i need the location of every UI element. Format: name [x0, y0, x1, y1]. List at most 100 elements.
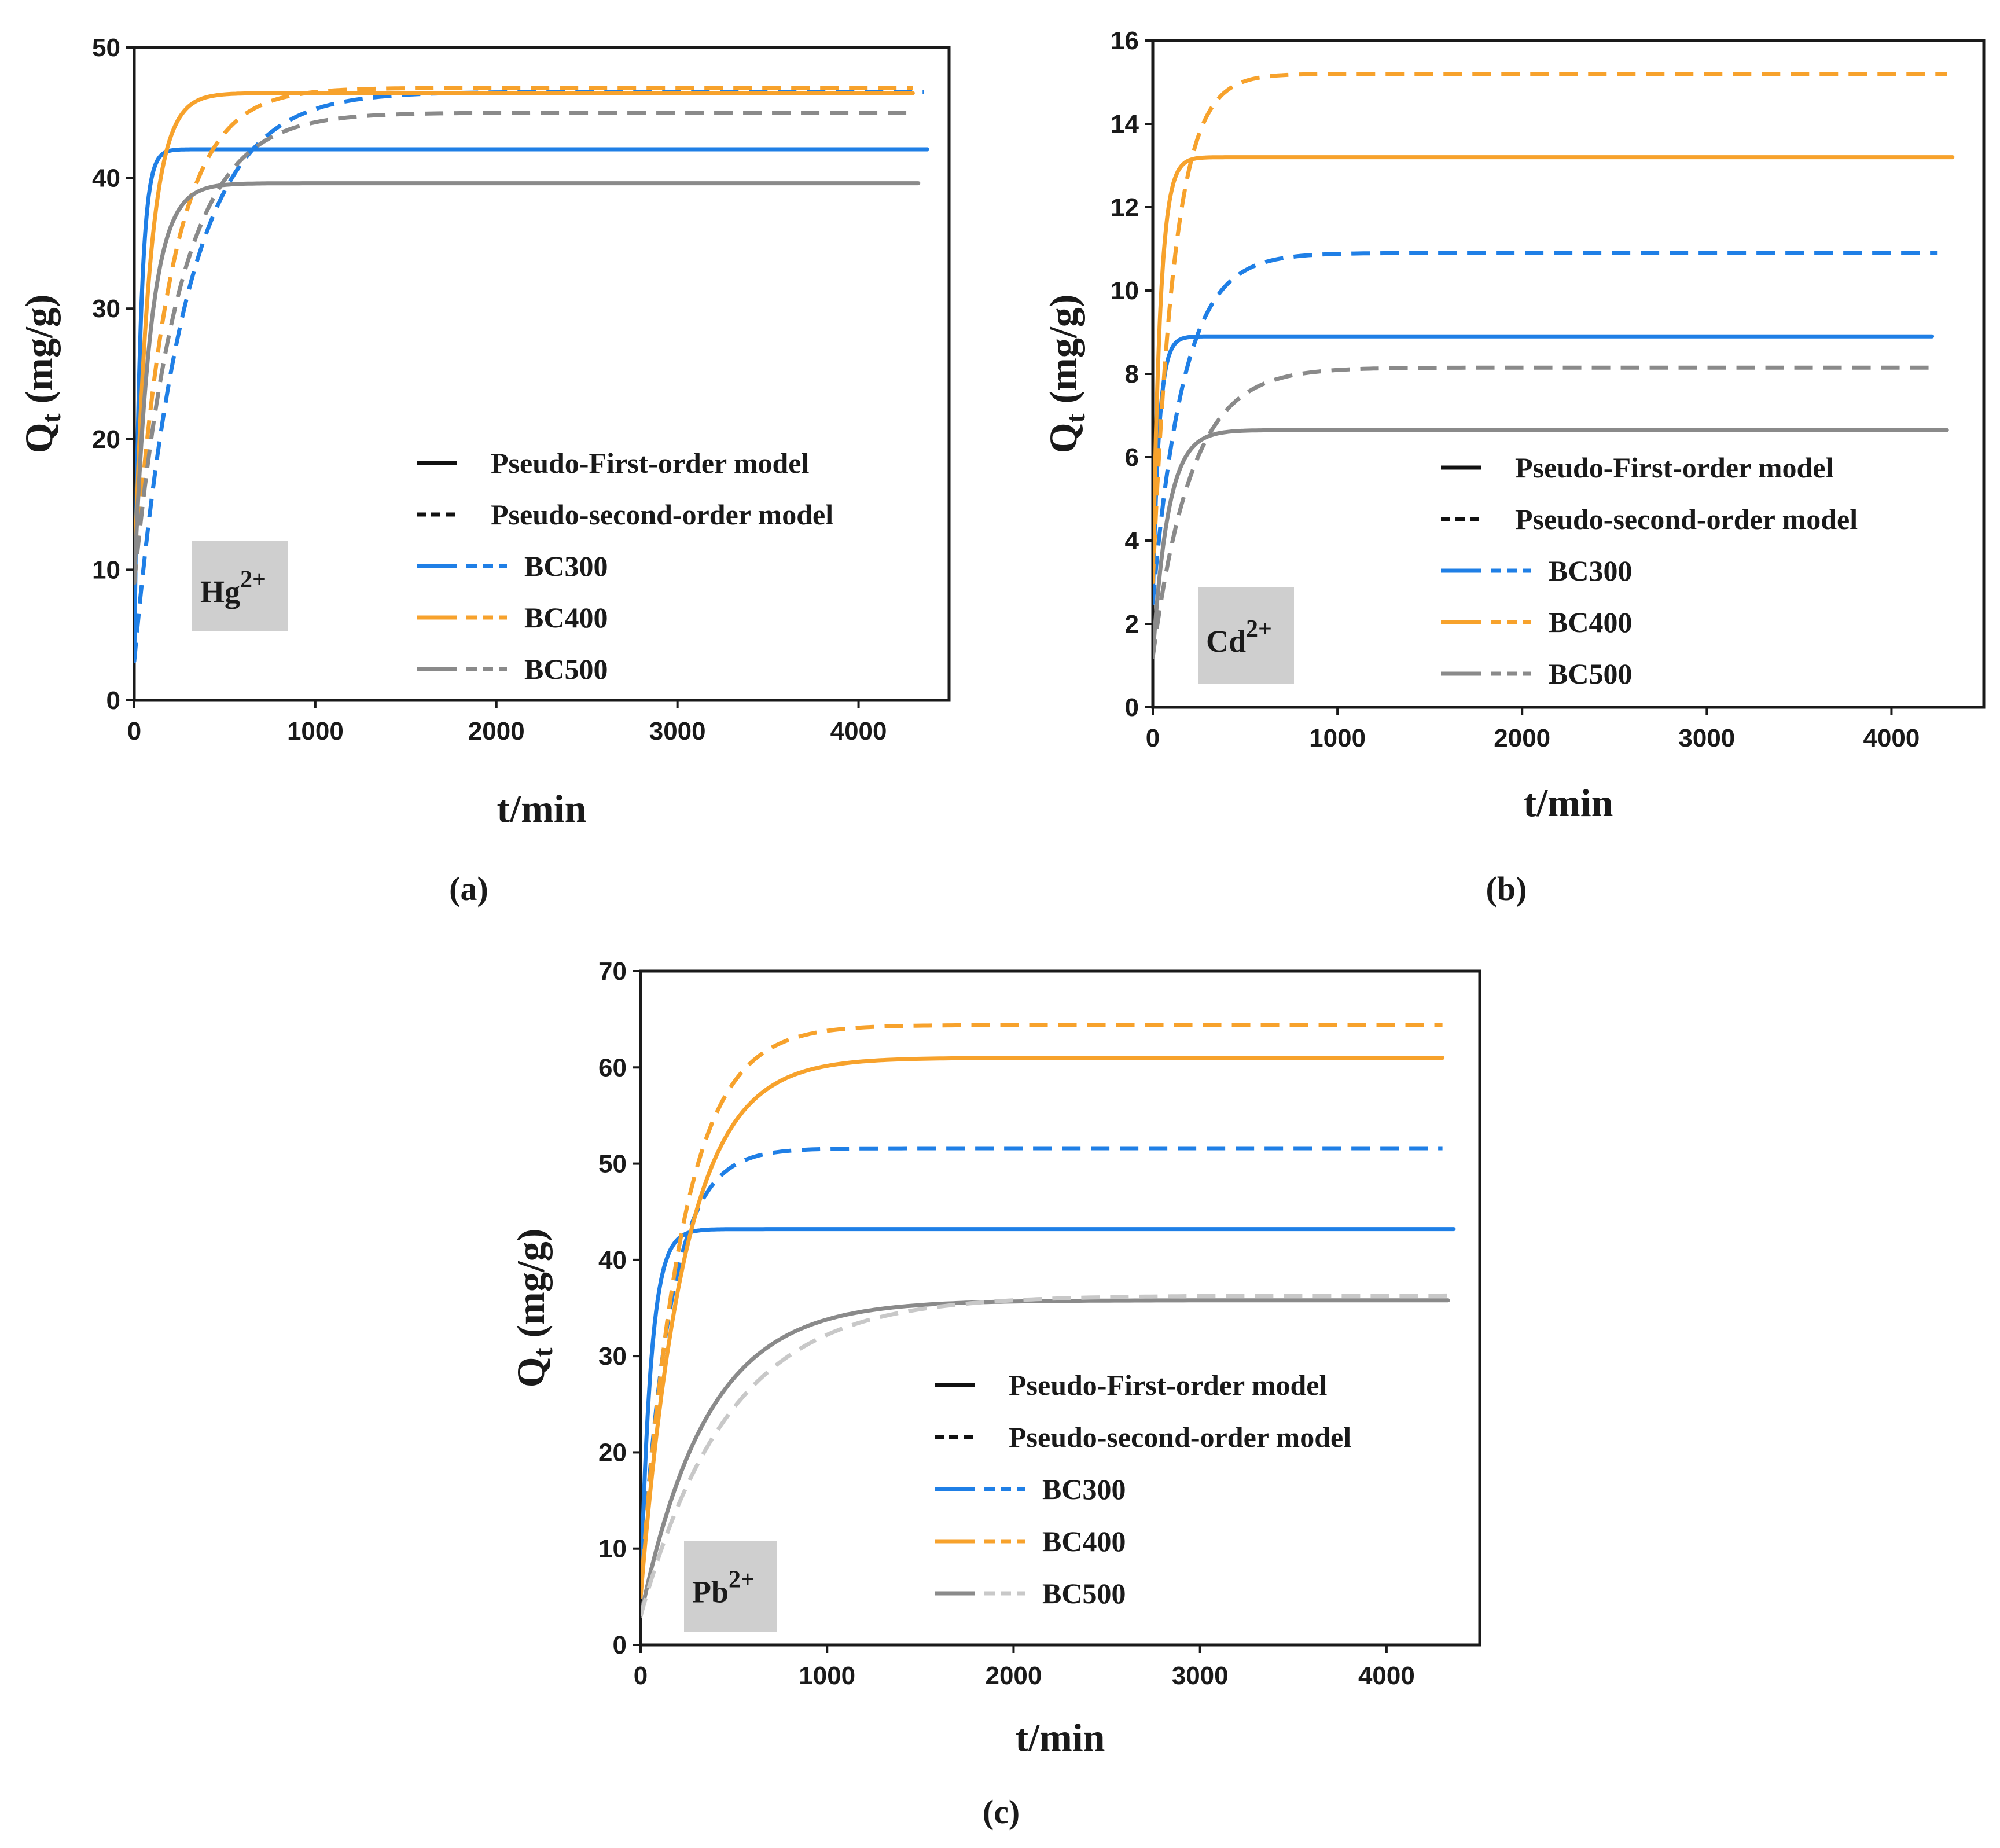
- x-tick-label: 2000: [468, 717, 525, 745]
- legend-label: BC500: [1549, 657, 1632, 690]
- chart-panel-a: 0 10 20 30 40 50 0 1000 2000 3000 4000 t/min Qt (mg/…: [17, 34, 951, 908]
- ion-label: Cd2+: [1198, 587, 1294, 684]
- y-tick-label: 0: [106, 686, 120, 715]
- legend-label: Pseudo-First-order model: [1009, 1369, 1327, 1401]
- legend-label: BC300: [1042, 1473, 1126, 1505]
- y-tick-label: 2: [1125, 610, 1139, 638]
- y-tick-label: 0: [613, 1631, 627, 1659]
- ion-label-box: [684, 1541, 777, 1632]
- legend-label: BC300: [1549, 554, 1632, 587]
- series-group: [134, 86, 929, 663]
- legend-label: BC400: [1042, 1525, 1126, 1557]
- y-tick-label: 70: [598, 957, 627, 986]
- series-line-bc300-pso: [1153, 251, 1938, 605]
- x-tick-label: 4000: [1358, 1662, 1415, 1690]
- y-axis-label: Qt (mg/g): [1041, 295, 1091, 454]
- y-tick-label: 14: [1111, 110, 1139, 138]
- series-line-bc400-pso: [641, 1023, 1443, 1599]
- x-tick-label: 2000: [1494, 724, 1550, 752]
- legend-item: BC400: [417, 601, 608, 634]
- legend-item: BC400: [935, 1525, 1126, 1557]
- y-tick-label: 4: [1125, 527, 1139, 555]
- series-line-bc400-pso: [1153, 72, 1947, 585]
- ion-label-text: Hg2+: [200, 567, 266, 609]
- series-line-bc300-pfo: [641, 1227, 1456, 1599]
- legend-label: BC300: [524, 550, 608, 582]
- panel-caption: (b): [1486, 870, 1527, 908]
- series-line-bc500-pso: [641, 1293, 1448, 1618]
- plot-frame: [639, 969, 1481, 1647]
- legend-item: BC500: [417, 653, 608, 685]
- x-tick-label: 1000: [287, 717, 344, 745]
- y-tick-label: 8: [1125, 360, 1139, 388]
- x-axis-label: t/min: [1016, 1715, 1105, 1759]
- x-tick-label: 3000: [649, 717, 706, 745]
- y-tick-label: 6: [1125, 443, 1139, 472]
- y-axis-label: Qt (mg/g): [509, 1229, 558, 1388]
- x-tick-label: 3000: [1172, 1662, 1229, 1690]
- legend-label: Pseudo-First-order model: [491, 447, 809, 479]
- legend-item: BC400: [1441, 606, 1632, 638]
- x-tick-label: 3000: [1678, 724, 1735, 752]
- series-line-bc400-pfo: [1153, 155, 1955, 585]
- legend-item: BC300: [417, 550, 608, 582]
- y-axis-label: Qt (mg/g): [17, 295, 67, 454]
- x-axis-label: t/min: [497, 787, 587, 831]
- legend: Pseudo-First-order model Pseudo-second-or…: [417, 447, 833, 685]
- x-tick-label: 4000: [1863, 724, 1920, 752]
- ion-label: Hg2+: [192, 541, 288, 631]
- series-line-bc500-pfo: [641, 1298, 1450, 1618]
- series-line-bc300-pfo: [134, 147, 929, 663]
- legend-item: Pseudo-First-order model: [417, 447, 809, 479]
- y-tick-label: 10: [92, 556, 120, 584]
- legend-label: BC500: [524, 653, 608, 685]
- y-tick-label: 60: [598, 1053, 627, 1082]
- x-tick-label: 0: [127, 717, 141, 745]
- y-tick-label: 20: [92, 425, 120, 454]
- legend-item: Pseudo-second-order model: [417, 498, 833, 531]
- y-tick-label: 50: [598, 1150, 627, 1178]
- legend-label: Pseudo-second-order model: [491, 498, 833, 531]
- series-line-bc500-pfo: [1153, 428, 1949, 660]
- y-tick-label: 10: [1111, 277, 1139, 305]
- legend-label: BC500: [1042, 1577, 1126, 1610]
- legend-item: BC500: [1441, 657, 1632, 690]
- y-tick-label: 20: [598, 1438, 627, 1467]
- legend-item: BC300: [1441, 554, 1632, 587]
- legend-label: Pseudo-First-order model: [1515, 451, 1833, 484]
- x-tick-label: 4000: [830, 717, 887, 745]
- x-tick-label: 0: [1146, 724, 1160, 752]
- legend: Pseudo-First-order model Pseudo-second-or…: [1441, 451, 1858, 690]
- series-line-bc500-pso: [134, 111, 913, 585]
- panel-caption: (c): [983, 1793, 1020, 1831]
- y-tick-label: 50: [92, 34, 120, 62]
- x-tick-label: 1000: [799, 1662, 855, 1690]
- x-tick-label: 2000: [985, 1662, 1042, 1690]
- legend-item: Pseudo-First-order model: [935, 1369, 1327, 1401]
- ion-label-text: Pb2+: [692, 1567, 755, 1610]
- chart-panel-b: 0 2 4 6 8 10 12 14 16 0 1000 2000 3000 4000 t/min Qt (m…: [1041, 27, 1986, 908]
- ion-label: Pb2+: [684, 1541, 777, 1632]
- ion-label-box: [1198, 587, 1294, 684]
- series-group: [641, 1023, 1456, 1618]
- y-tick-label: 10: [598, 1535, 627, 1563]
- series-group: [1153, 72, 1955, 660]
- legend-label: BC400: [524, 601, 608, 634]
- series-line-bc500-pfo: [134, 181, 921, 585]
- ion-label-text: Cd2+: [1206, 616, 1272, 659]
- legend-item: Pseudo-second-order model: [935, 1421, 1351, 1453]
- legend-item: Pseudo-second-order model: [1441, 503, 1858, 535]
- legend-label: Pseudo-second-order model: [1515, 503, 1858, 535]
- series-line-bc400-pso: [134, 86, 913, 585]
- y-tick-label: 0: [1125, 693, 1139, 722]
- x-tick-label: 1000: [1309, 724, 1366, 752]
- series-line-bc300-pfo: [1153, 334, 1935, 605]
- x-axis-label: t/min: [1524, 781, 1613, 825]
- y-tick-label: 30: [92, 295, 120, 323]
- plot-frame: [133, 46, 951, 702]
- y-tick-label: 40: [92, 164, 120, 193]
- y-tick-label: 16: [1111, 27, 1139, 55]
- legend-item: Pseudo-First-order model: [1441, 451, 1833, 484]
